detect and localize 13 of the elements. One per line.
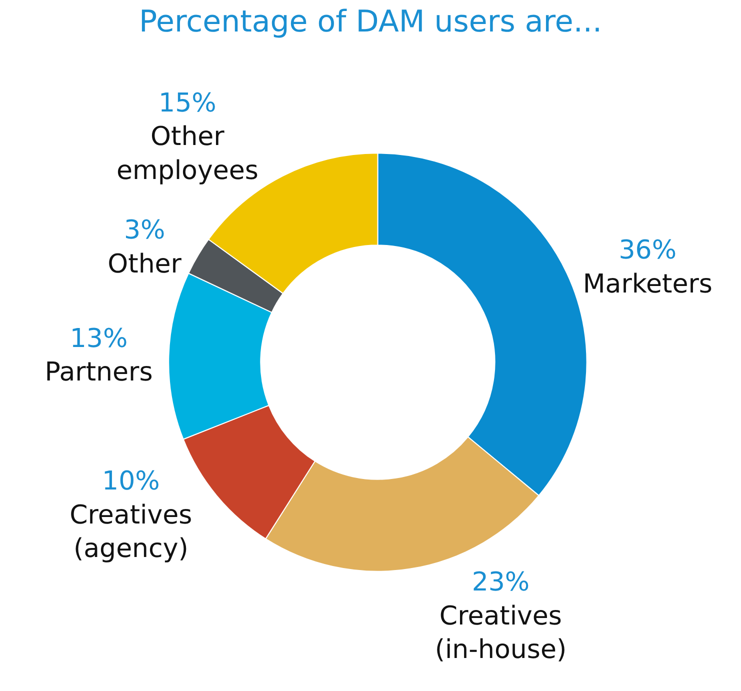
data-label: 15% (158, 88, 216, 118)
slice-label: Partners (44, 358, 153, 388)
slice-label: Other employees (116, 122, 258, 186)
data-label: 23% (472, 568, 530, 598)
slice-label: Creatives (agency) (70, 500, 192, 564)
data-label: 3% (124, 216, 166, 246)
data-label: 36% (618, 236, 677, 266)
data-label: 10% (102, 466, 160, 497)
data-label: 13% (70, 324, 128, 354)
slice-label: Creatives (in-house) (434, 601, 567, 666)
slice-label: Marketers (582, 269, 712, 300)
chart-title: Percentage of DAM users are... (139, 4, 602, 40)
slice-label: Other (108, 249, 182, 280)
